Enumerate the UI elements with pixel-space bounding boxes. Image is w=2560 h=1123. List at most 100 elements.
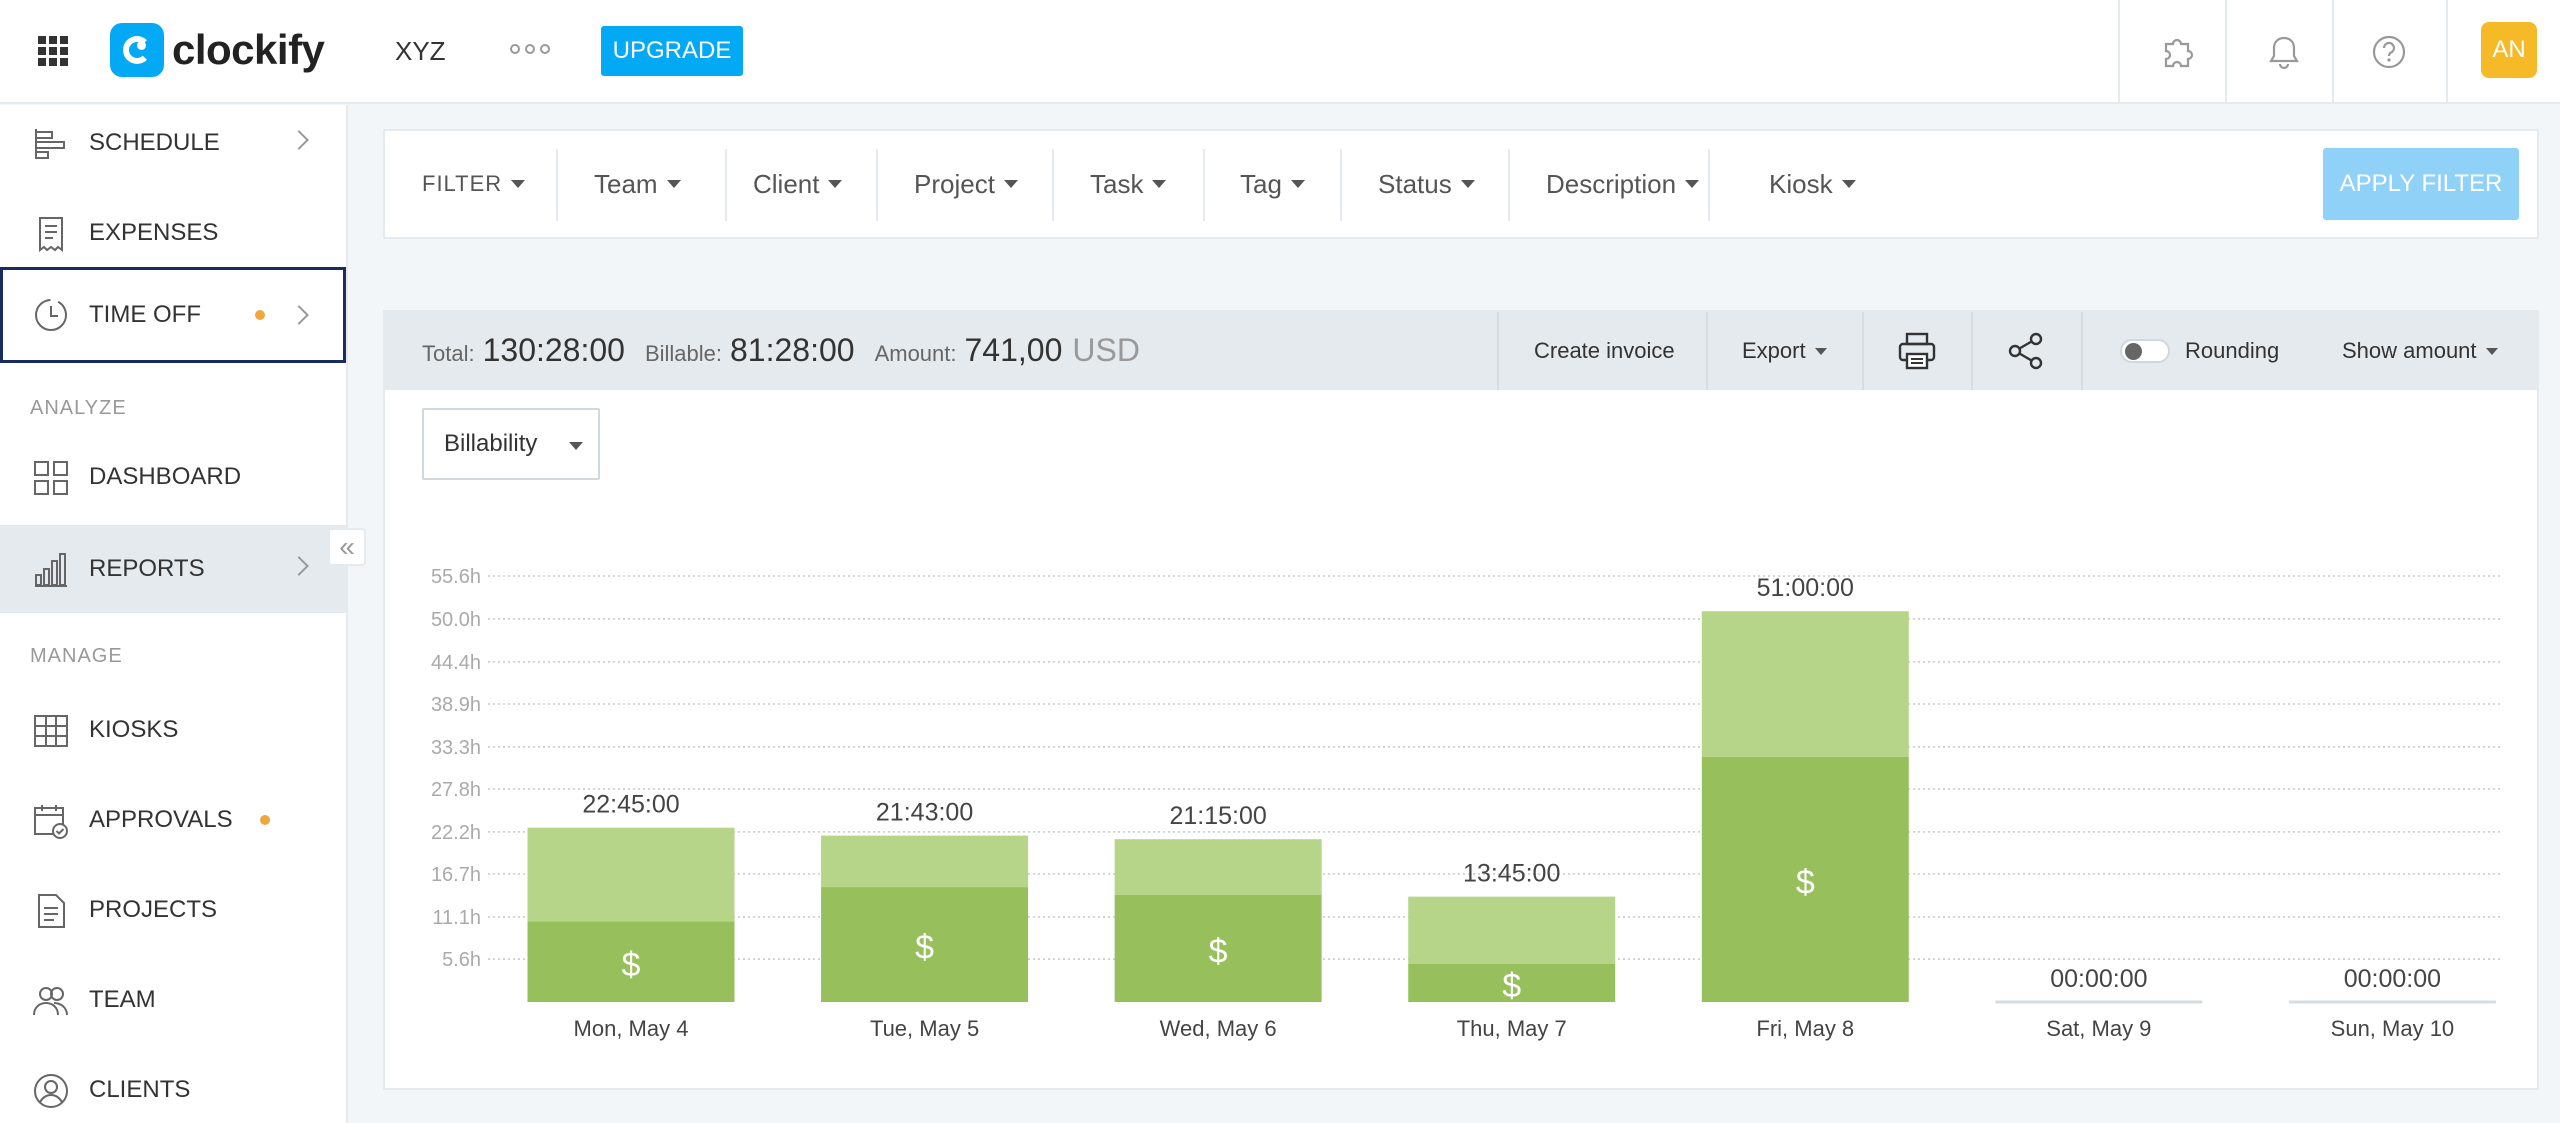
bar-total-label: 00:00:00: [2050, 965, 2147, 993]
bell-icon[interactable]: [2262, 30, 2306, 74]
sidebar-item-expenses[interactable]: EXPENSES: [0, 189, 346, 277]
bar-total-label: 00:00:00: [2344, 965, 2441, 993]
summary-divider: [1497, 312, 1499, 390]
schedule-icon: [35, 129, 65, 159]
summary-divider: [1862, 312, 1864, 390]
notification-dot: [260, 815, 270, 825]
chevron-right-icon: [289, 130, 309, 150]
upgrade-button[interactable]: UPGRADE: [601, 26, 743, 76]
puzzle-icon[interactable]: [2156, 30, 2200, 74]
billability-bar-chart: 5.6h 11.1h 16.7h 22.2h 27.8h 33.3h 38.9h 44.4h 5…: [431, 566, 2503, 1041]
filter-divider: [1708, 149, 1710, 221]
filter-divider: [556, 149, 558, 221]
filter-description[interactable]: Description: [1546, 131, 1700, 237]
apps-grid-icon[interactable]: [38, 36, 68, 66]
sidebar-item-label: TEAM: [89, 986, 156, 1013]
y-tick-label: 16.7h: [431, 864, 481, 886]
topbar-divider: [2446, 0, 2448, 104]
summary-divider: [1706, 312, 1708, 390]
more-dots-icon[interactable]: [510, 44, 550, 54]
bar-segment-non-billable: [1408, 896, 1616, 964]
bar-segment-non-billable: [1701, 611, 1909, 757]
y-tick-label: 44.4h: [431, 652, 481, 674]
client-icon: [34, 1074, 68, 1108]
filter-tag[interactable]: Tag: [1240, 131, 1305, 237]
caret-down-icon: [1814, 347, 1827, 355]
caret-down-icon: [666, 180, 681, 188]
receipt-icon: [39, 217, 63, 252]
sidebar-item-clients[interactable]: CLIENTS: [0, 1046, 346, 1123]
currency: USD: [1072, 332, 1140, 368]
total-label: Total:: [422, 341, 475, 366]
filter-divider: [1052, 149, 1054, 221]
x-tick-label: Sat, May 9: [2046, 1016, 2151, 1041]
caret-down-icon: [1685, 180, 1700, 188]
filter-status[interactable]: Status: [1378, 131, 1475, 237]
bar-chart-icon: [35, 553, 67, 587]
billable-dollar-marker: $: [622, 946, 641, 984]
sidebar-item-schedule[interactable]: SCHEDULE: [0, 105, 346, 187]
filter-project[interactable]: Project: [914, 131, 1018, 237]
workspace-name[interactable]: XYZ: [395, 36, 446, 66]
amount-label: Amount:: [874, 341, 957, 366]
y-tick-label: 11.1h: [432, 907, 481, 929]
bar-total-label: 13:45:00: [1463, 860, 1560, 888]
report-summary-bar: Total: 130:28:00 Billable: 81:28:00 Amou…: [385, 312, 2537, 390]
apply-filter-button[interactable]: APPLY FILTER: [2323, 148, 2519, 220]
filter-team[interactable]: Team: [594, 131, 681, 237]
rounding-label: Rounding: [2185, 338, 2280, 363]
share-icon[interactable]: [2005, 330, 2047, 372]
sidebar-item-team[interactable]: TEAM: [0, 956, 346, 1044]
total-value: 130:28:00: [482, 332, 625, 368]
app-logo[interactable]: clockify: [110, 22, 325, 78]
collapse-sidebar-icon[interactable]: «: [328, 528, 366, 566]
rounding-toggle[interactable]: [2120, 339, 2170, 363]
billability-select[interactable]: Billability: [422, 408, 600, 480]
clock-icon: [35, 299, 67, 331]
section-heading-manage: MANAGE: [30, 645, 123, 667]
bar-segment-billable: [821, 887, 1029, 1002]
caret-down-icon: [569, 442, 583, 450]
sidebar-item-time-off[interactable]: TIME OFF: [0, 267, 346, 363]
sidebar-item-reports[interactable]: REPORTS: [0, 525, 346, 613]
x-tick-label: Thu, May 7: [1457, 1016, 1567, 1041]
sidebar-item-dashboard[interactable]: DASHBOARD: [0, 433, 346, 521]
team-icon: [33, 987, 68, 1016]
show-amount-dropdown[interactable]: Show amount: [2342, 312, 2498, 390]
filter-divider: [876, 149, 878, 221]
sidebar-item-label: KIOSKS: [89, 716, 179, 743]
caret-down-icon: [1152, 180, 1167, 188]
filter-task[interactable]: Task: [1090, 131, 1167, 237]
document-icon: [38, 894, 65, 928]
filter-bar: FILTER Team Client Project Task Tag Stat…: [383, 129, 2539, 239]
bar-total-label: 21:43:00: [876, 799, 973, 827]
billable-dollar-marker: $: [915, 929, 934, 967]
sidebar-item-projects[interactable]: PROJECTS: [0, 866, 346, 954]
bar-segment-billable: [1701, 756, 1909, 1002]
help-icon[interactable]: [2367, 30, 2411, 74]
billable-dollar-marker: $: [1209, 932, 1228, 970]
caret-down-icon: [828, 180, 843, 188]
sidebar-item-kiosks[interactable]: KIOSKS: [0, 686, 346, 774]
section-heading-analyze: ANALYZE: [30, 397, 127, 419]
y-tick-label: 33.3h: [431, 737, 481, 759]
kiosk-icon: [34, 715, 68, 747]
caret-down-icon: [1290, 180, 1305, 188]
x-tick-label: Mon, May 4: [574, 1016, 689, 1041]
approval-icon: [34, 805, 68, 839]
caret-down-icon: [1003, 180, 1018, 188]
caret-down-icon: [1841, 180, 1856, 188]
avatar[interactable]: AN: [2481, 22, 2537, 78]
caret-down-icon: [511, 180, 526, 188]
bar-total-label: 21:15:00: [1169, 802, 1266, 830]
create-invoice-button[interactable]: Create invoice: [1534, 338, 1675, 363]
sidebar-item-approvals[interactable]: APPROVALS: [0, 776, 346, 864]
bar-segment-non-billable: [1114, 839, 1322, 895]
print-icon[interactable]: [1896, 330, 1938, 372]
topbar-divider: [2118, 0, 2120, 104]
export-dropdown[interactable]: Export: [1742, 312, 1827, 390]
y-tick-label: 50.0h: [431, 609, 481, 631]
filter-client[interactable]: Client: [753, 131, 843, 237]
filter-kiosk[interactable]: Kiosk: [1769, 131, 1856, 237]
x-tick-label: Sun, May 10: [2331, 1016, 2455, 1041]
